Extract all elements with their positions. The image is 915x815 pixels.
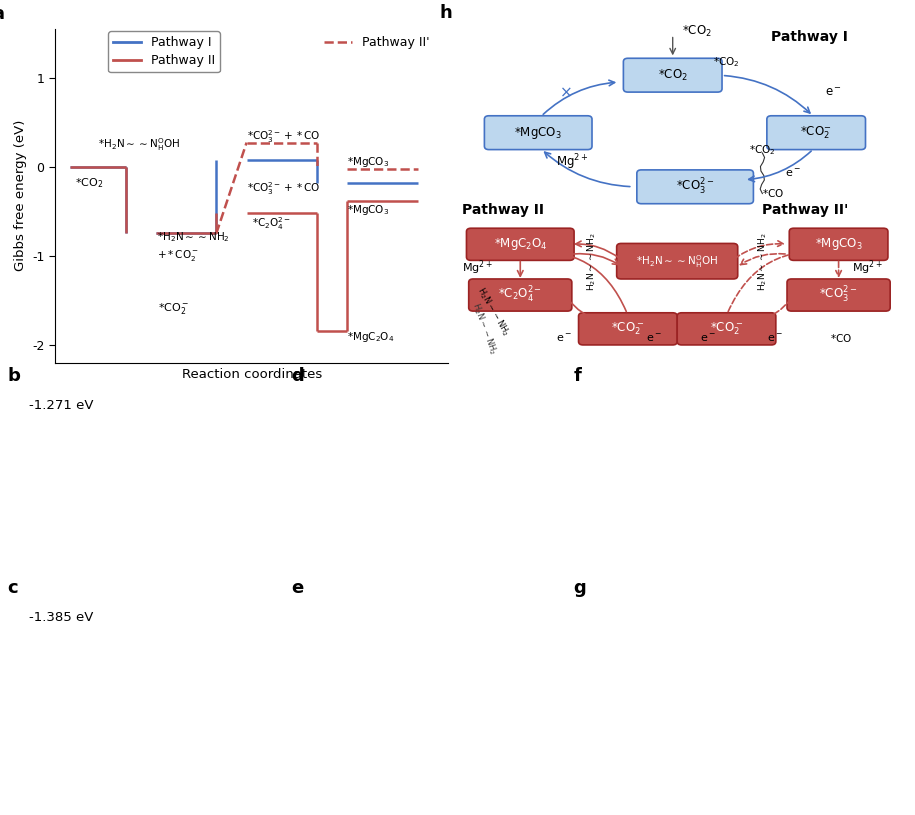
Text: $*\mathrm{CO}$: $*\mathrm{CO}$ (762, 187, 784, 199)
FancyBboxPatch shape (468, 279, 572, 311)
Text: $\mathrm{e^-}$: $\mathrm{e^-}$ (825, 86, 842, 99)
Text: $\mathrm{e^-}$: $\mathrm{e^-}$ (556, 333, 572, 345)
Text: $*\mathrm{CO_3^{2-}}$: $*\mathrm{CO_3^{2-}}$ (820, 285, 857, 305)
FancyBboxPatch shape (467, 228, 574, 260)
Pathway I (120, 161, 131, 171)
FancyBboxPatch shape (484, 116, 592, 150)
Text: $\mathrm{H_2N}{\sim}{\sim}\mathrm{NH_2}$: $\mathrm{H_2N}{\sim}{\sim}\mathrm{NH_2}$ (756, 231, 769, 291)
Line: Pathway II': Pathway II' (216, 143, 246, 233)
Text: $\mathrm{e^-}$: $\mathrm{e^-}$ (646, 333, 662, 345)
Text: -1.385 eV: -1.385 eV (29, 611, 93, 624)
Text: $*\mathrm{MgCO_3}$: $*\mathrm{MgCO_3}$ (348, 203, 390, 217)
Text: f: f (573, 367, 581, 385)
Pathway II (65, 161, 76, 171)
Text: e: e (291, 579, 303, 597)
Text: Pathway I: Pathway I (771, 30, 848, 44)
Text: $*\mathrm{CO}$: $*\mathrm{CO}$ (830, 333, 852, 345)
Text: $*\mathrm{MgC_2O_4}$: $*\mathrm{MgC_2O_4}$ (493, 236, 547, 253)
Pathway II (120, 161, 131, 171)
Text: -1.271 eV: -1.271 eV (29, 399, 93, 412)
Text: $*\mathrm{CO_2^-}$: $*\mathrm{CO_2^-}$ (158, 301, 189, 316)
Text: a: a (0, 5, 4, 23)
Text: $\mathrm{Mg^{2+}}$: $\mathrm{Mg^{2+}}$ (556, 152, 588, 172)
FancyBboxPatch shape (637, 170, 753, 204)
Legend: Pathway II': Pathway II' (319, 32, 435, 55)
FancyBboxPatch shape (787, 279, 890, 311)
Text: $*\mathrm{MgC_2O_4}$: $*\mathrm{MgC_2O_4}$ (348, 330, 395, 345)
Text: $*\mathrm{C_2O_4^{2-}}$: $*\mathrm{C_2O_4^{2-}}$ (252, 215, 291, 232)
Text: $*\mathrm{MgCO_3}$: $*\mathrm{MgCO_3}$ (348, 155, 390, 169)
Text: $\mathrm{H_2N}{\sim}{\sim}\mathrm{NH_2}$: $\mathrm{H_2N}{\sim}{\sim}\mathrm{NH_2}$ (469, 301, 500, 357)
Text: $\mathrm{H_2N}{\sim}{\sim}\mathrm{NH_2}$: $\mathrm{H_2N}{\sim}{\sim}\mathrm{NH_2}$ (474, 285, 512, 339)
Text: $*\mathrm{CO_2}$: $*\mathrm{CO_2}$ (713, 55, 739, 68)
Text: Pathway II: Pathway II (462, 203, 544, 217)
FancyBboxPatch shape (677, 313, 776, 345)
FancyBboxPatch shape (790, 228, 888, 260)
Text: $*\mathrm{CO_2^-}$: $*\mathrm{CO_2^-}$ (710, 320, 743, 337)
Text: $\times$: $\times$ (559, 85, 572, 99)
Text: $+*\mathrm{CO_2^-}$: $+*\mathrm{CO_2^-}$ (156, 249, 199, 263)
FancyBboxPatch shape (623, 59, 722, 92)
Text: $\mathrm{e^-}$: $\mathrm{e^-}$ (767, 333, 783, 345)
Text: $*\mathrm{CO_2}$: $*\mathrm{CO_2}$ (682, 24, 712, 39)
Y-axis label: Gibbs free energy (eV): Gibbs free energy (eV) (14, 120, 27, 271)
Text: h: h (439, 4, 452, 22)
FancyBboxPatch shape (578, 313, 677, 345)
Text: $*\mathrm{H_2N}{\sim}{\sim}\mathrm{N}^{\mathrm{O}}_{\mathrm{H}}\mathrm{OH}$: $*\mathrm{H_2N}{\sim}{\sim}\mathrm{N}^{\… (98, 136, 180, 153)
Text: $*\mathrm{CO_3^{2-}}$: $*\mathrm{CO_3^{2-}}$ (676, 177, 715, 197)
Text: $*\mathrm{C_2O_4^{2-}}$: $*\mathrm{C_2O_4^{2-}}$ (499, 285, 543, 305)
Text: $*\mathrm{CO_3^{2-}}+*\mathrm{CO}$: $*\mathrm{CO_3^{2-}}+*\mathrm{CO}$ (246, 128, 320, 145)
Text: $*\mathrm{H_2N}{\sim}{\sim}\mathrm{NH_2}$: $*\mathrm{H_2N}{\sim}{\sim}\mathrm{NH_2}… (156, 231, 230, 244)
Text: c: c (7, 579, 18, 597)
Text: $*\mathrm{CO_2}$: $*\mathrm{CO_2}$ (75, 176, 103, 190)
Text: $*\mathrm{MgCO_3}$: $*\mathrm{MgCO_3}$ (514, 125, 562, 141)
Text: $*\mathrm{CO_2}$: $*\mathrm{CO_2}$ (658, 68, 688, 83)
Text: $*\mathrm{H_2N}{\sim}{\sim}\mathrm{N}^{\mathrm{O}}_{\mathrm{H}}\mathrm{OH}$: $*\mathrm{H_2N}{\sim}{\sim}\mathrm{N}^{\… (636, 253, 718, 270)
Pathway II' (210, 228, 221, 238)
Text: $*\mathrm{CO_2^-}$: $*\mathrm{CO_2^-}$ (611, 320, 644, 337)
Text: $\mathrm{e^-}$: $\mathrm{e^-}$ (700, 333, 716, 345)
Text: g: g (573, 579, 586, 597)
Text: $*\mathrm{MgCO_3}$: $*\mathrm{MgCO_3}$ (815, 236, 862, 253)
Text: $*\mathrm{CO_2}$: $*\mathrm{CO_2}$ (748, 143, 776, 156)
Text: d: d (291, 367, 304, 385)
Text: $*\mathrm{CO_2^{-}}$: $*\mathrm{CO_2^{-}}$ (801, 125, 832, 141)
Pathway II' (241, 138, 252, 148)
Text: $*\mathrm{CO_3^{2-}}+*\mathrm{CO}$: $*\mathrm{CO_3^{2-}}+*\mathrm{CO}$ (246, 180, 320, 196)
X-axis label: Reaction coordinates: Reaction coordinates (181, 368, 322, 381)
Pathway I (65, 161, 76, 171)
Text: $\mathrm{e^-}$: $\mathrm{e^-}$ (785, 168, 801, 178)
Text: Pathway II': Pathway II' (762, 203, 849, 217)
FancyBboxPatch shape (617, 244, 737, 279)
FancyBboxPatch shape (767, 116, 866, 150)
Text: b: b (7, 367, 20, 385)
Text: $\mathrm{Mg^{2+}}$: $\mathrm{Mg^{2+}}$ (462, 258, 493, 277)
Text: $\mathrm{Mg^{2+}}$: $\mathrm{Mg^{2+}}$ (852, 258, 883, 277)
Text: $\mathrm{H_2N}{\sim}{\sim}\mathrm{NH_2}$: $\mathrm{H_2N}{\sim}{\sim}\mathrm{NH_2}$ (586, 231, 598, 291)
